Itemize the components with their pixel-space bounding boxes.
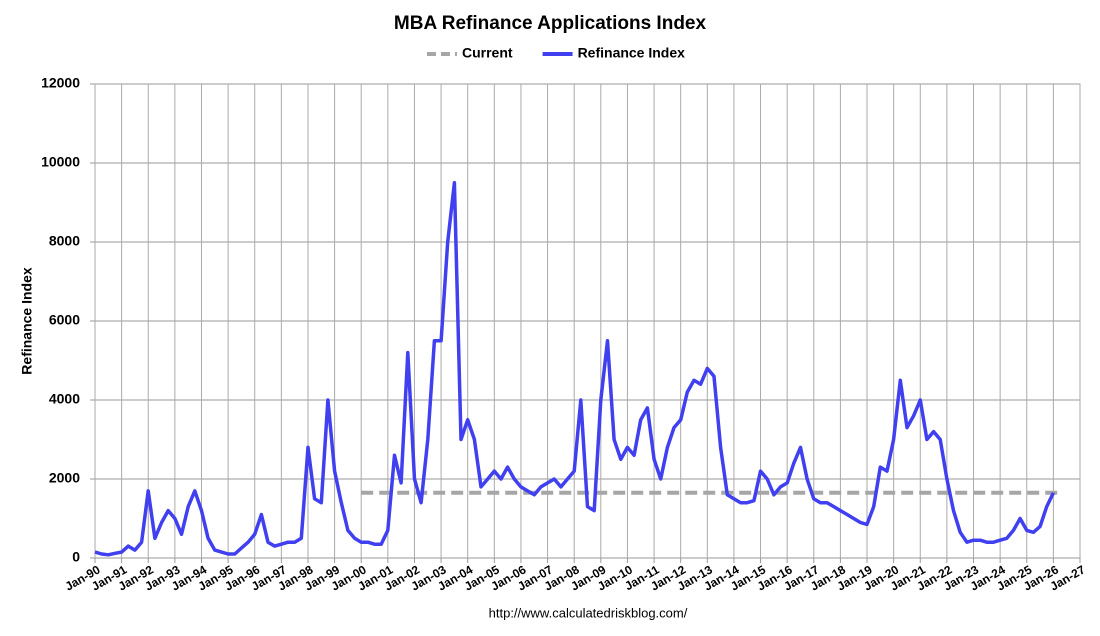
legend-label: Current (462, 45, 513, 61)
y-tick-label: 8000 (49, 233, 80, 249)
legend-label: Refinance Index (578, 45, 686, 61)
y-tick-label: 2000 (49, 470, 80, 486)
y-tick-label: 0 (72, 549, 80, 565)
series-line (94, 181, 1055, 557)
y-tick-label: 6000 (49, 312, 80, 328)
y-axis-label: Refinance Index (19, 267, 35, 375)
y-tick-label: 12000 (41, 75, 80, 91)
y-tick-label: 10000 (41, 154, 80, 170)
chart-title: MBA Refinance Applications Index (394, 13, 707, 34)
y-tick-label: 4000 (49, 391, 80, 407)
source-note: http://www.calculatedriskblog.com/ (489, 605, 688, 620)
